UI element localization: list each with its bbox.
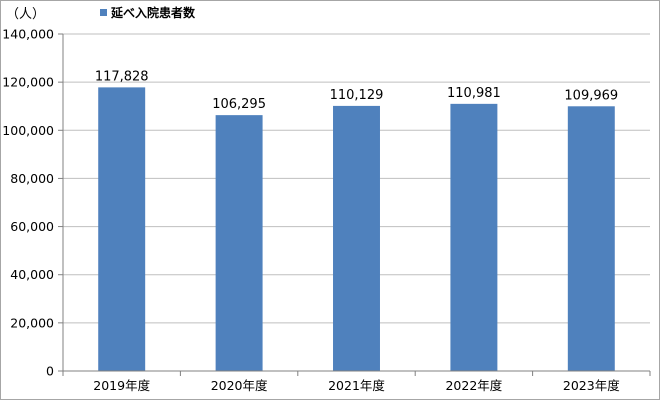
legend-label: 延べ入院患者数 [110, 5, 196, 20]
bar [98, 87, 146, 372]
y-tick-label: 60,000 [10, 219, 54, 234]
x-axis: 2019年度 2020年度 2021年度 2022年度 2023年度 [62, 370, 651, 393]
y-axis: 0 20,000 40,000 60,000 80,000 100,000 120,000 1… [2, 27, 64, 379]
bar [215, 115, 263, 371]
x-tick-label: 2019年度 [93, 378, 150, 393]
bar [567, 106, 615, 371]
data-label: 106,295 [212, 97, 266, 112]
y-tick-label: 40,000 [10, 267, 54, 282]
data-label: 109,969 [564, 88, 618, 103]
x-tick-label: 2023年度 [563, 378, 620, 393]
x-tick-label: 2021年度 [328, 378, 385, 393]
data-label: 117,828 [95, 69, 149, 84]
y-tick-label: 20,000 [10, 315, 54, 330]
data-label: 110,981 [447, 86, 501, 101]
bars [98, 87, 615, 372]
legend-swatch [100, 9, 107, 16]
y-tick-label: 100,000 [2, 123, 54, 138]
x-tick-label: 2020年度 [211, 378, 268, 393]
y-axis-unit-label: （人） [6, 7, 45, 22]
bar [450, 103, 498, 371]
y-tick-label: 120,000 [2, 75, 54, 90]
y-tick-label: 140,000 [2, 27, 54, 42]
x-tick-label: 2022年度 [445, 378, 502, 393]
data-label: 110,129 [330, 88, 384, 103]
data-labels: 117,828 106,295 110,129 110,981 109,969 [95, 69, 618, 112]
y-tick-label: 0 [46, 364, 54, 379]
bar [333, 105, 380, 372]
legend: 延べ入院患者数 [100, 5, 196, 20]
y-tick-label: 80,000 [10, 171, 54, 186]
